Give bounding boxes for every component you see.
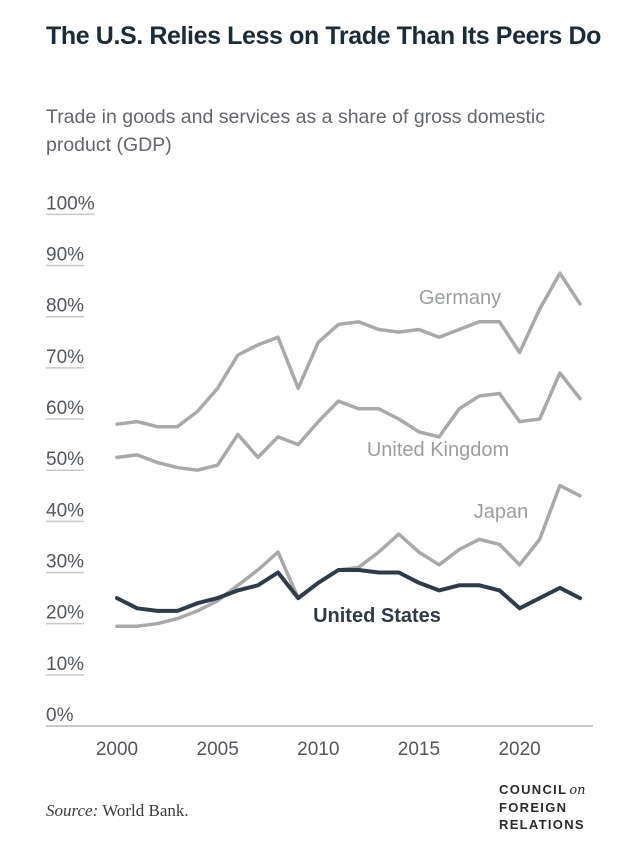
y-tick-label-10: 10% [46,654,84,675]
series-label-united-kingdom: United Kingdom [367,439,509,461]
source-label: Source: [46,801,99,820]
series-line-germany [115,271,582,429]
series-label-germany: Germany [419,287,501,309]
y-tick-10: 10% [46,654,84,676]
series-line-united-kingdom [115,371,582,472]
y-tick-label-70: 70% [46,347,84,368]
series-label-japan: Japan [474,501,529,523]
y-tick-80: 80% [46,296,84,318]
y-tick-0: 0% [46,705,593,727]
y-tick-70: 70% [46,347,84,369]
y-tick-label-0: 0% [46,705,74,726]
source-note: Source: World Bank. [46,801,189,821]
y-tick-label-90: 90% [46,245,84,266]
y-tick-label-40: 40% [46,500,84,521]
cfr-logo-line3: RELATIONS [499,817,585,832]
x-tick-label-2005: 2005 [197,739,239,760]
cfr-logo-line1: COUNCIL on [499,782,586,798]
y-tick-100: 100% [46,193,95,216]
series-line-united-states [115,568,582,613]
x-tick-label-2015: 2015 [398,739,440,760]
y-tick-60: 60% [46,398,84,420]
y-tick-30: 30% [46,552,84,574]
chart-subtitle: Trade in goods and services as a share o… [46,106,545,157]
cfr-logo-on: on [569,783,586,798]
y-tick-40: 40% [46,500,84,523]
cfr-logo-line2: FOREIGN [499,800,568,815]
y-tick-label-20: 20% [46,603,84,624]
y-tick-label-60: 60% [46,398,84,419]
trade-chart: 100% 90% 80% 70% 60% 50% 40% 30% 20% 10% 0% 2000 200… [46,193,593,760]
x-tick-label-2010: 2010 [297,739,339,760]
y-tick-50: 50% [46,449,84,471]
page-title: The U.S. Relies Less on Trade Than Its P… [46,22,601,50]
y-tick-label-80: 80% [46,296,84,317]
y-tick-90: 90% [46,245,84,267]
source-text: World Bank. [98,801,189,820]
y-tick-label-50: 50% [46,449,84,470]
x-tick-label-2020: 2020 [498,739,540,760]
y-tick-label-30: 30% [46,552,84,573]
chart-area: 100% 90% 80% 70% 60% 50% 40% 30% 20% 10% 0% 2000 200… [0,185,640,760]
y-tick-20: 20% [46,603,84,625]
series-label-united-states: United States [313,605,441,627]
y-tick-label-100: 100% [46,193,95,214]
cfr-logo: COUNCIL on FOREIGN RELATIONS [499,781,586,833]
x-tick-label-2000: 2000 [96,739,138,760]
